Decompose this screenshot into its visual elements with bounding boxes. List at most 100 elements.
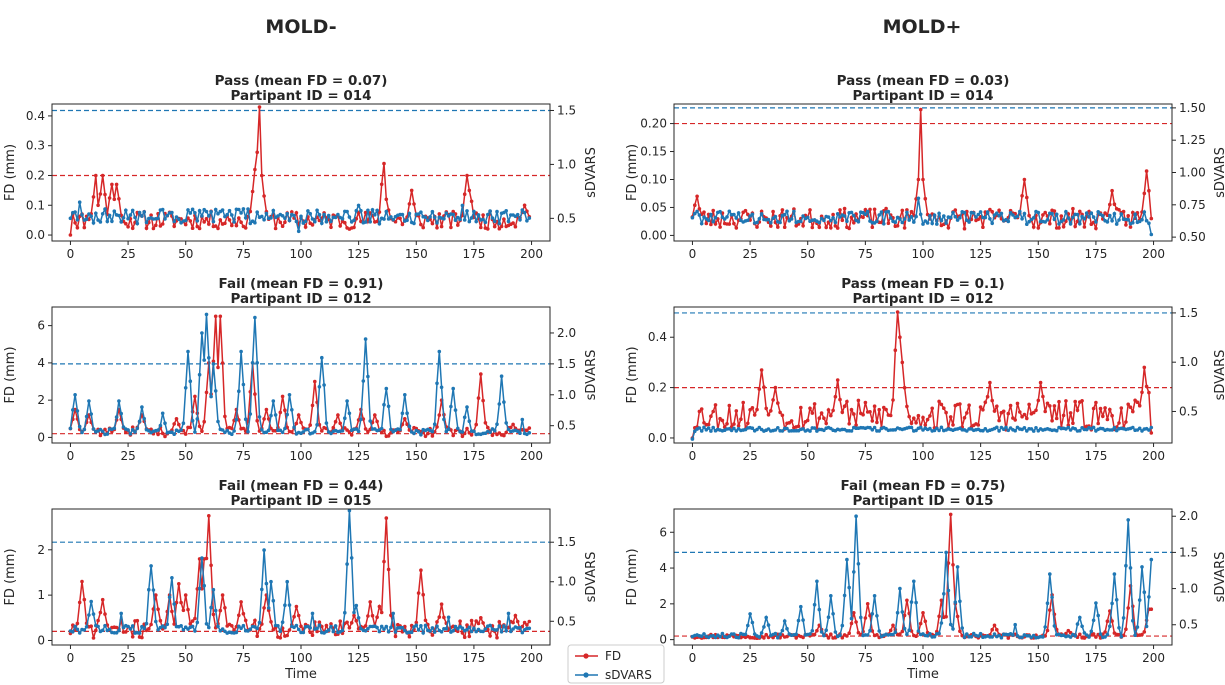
fd-point xyxy=(967,403,971,408)
fd-point xyxy=(916,177,921,182)
sdvars-point xyxy=(207,214,211,218)
sdvars-point xyxy=(183,218,188,223)
sdvars-point xyxy=(467,419,472,424)
sdvars-point xyxy=(527,626,532,631)
sdvars-point xyxy=(458,217,462,222)
panel-3: Pass (mean FD = 0.1)Partipant ID = 012 0 2… xyxy=(625,276,1225,463)
fd-point xyxy=(948,415,953,419)
fd-point xyxy=(299,624,303,629)
fd-point xyxy=(916,413,921,418)
sdvars-point xyxy=(290,408,294,412)
sdvars-point xyxy=(301,630,306,635)
sdvars-series xyxy=(690,514,1154,640)
x-tick-label: 0 xyxy=(689,651,697,665)
sdvars-point xyxy=(762,625,766,629)
sdvars-point xyxy=(462,218,467,222)
sdvars-point xyxy=(419,624,423,628)
sdvars-point xyxy=(202,583,206,588)
fd-point xyxy=(373,413,377,417)
sdvars-point xyxy=(68,426,73,431)
sdvars-point xyxy=(379,426,384,431)
fd-point xyxy=(338,224,343,228)
sdvars-point xyxy=(266,428,271,433)
sdvars-point xyxy=(160,207,165,212)
sdvars-point xyxy=(444,429,449,434)
sdvars-point xyxy=(794,632,798,637)
fd-point xyxy=(1048,608,1052,612)
fd-point xyxy=(310,223,315,227)
x-tick-label: 175 xyxy=(462,449,485,463)
fd-point xyxy=(207,222,211,226)
fd-point xyxy=(840,410,845,415)
sdvars-point xyxy=(320,355,324,360)
sdvars-point xyxy=(953,214,958,219)
sdvars-point xyxy=(82,427,87,432)
fd-point xyxy=(100,173,105,178)
fd-point xyxy=(921,415,925,420)
sdvars-point xyxy=(329,431,333,436)
fd-point xyxy=(810,225,815,230)
fd-point xyxy=(423,618,428,623)
fd-point xyxy=(495,635,499,640)
y-tick-label: 6 xyxy=(659,525,667,539)
sdvars-point xyxy=(474,629,479,634)
fd-point xyxy=(469,618,474,623)
fd-point xyxy=(124,630,128,634)
sdvars-point xyxy=(317,385,322,389)
sdvars-point xyxy=(1073,427,1077,431)
sdvars-point xyxy=(248,221,253,226)
fd-point xyxy=(237,613,241,618)
sdvars-point xyxy=(71,630,75,634)
fd-point xyxy=(776,401,780,405)
x-tick-label: 25 xyxy=(120,449,135,463)
sdvars-point xyxy=(1068,635,1073,639)
fd-point xyxy=(780,208,785,212)
fd-point xyxy=(218,608,223,613)
sdvars-point xyxy=(386,217,391,221)
fd-point xyxy=(812,402,817,406)
sdvars-point xyxy=(140,214,144,218)
fd-point xyxy=(888,628,893,633)
sdvars-point xyxy=(835,212,840,216)
sdvars-point xyxy=(916,196,921,201)
sdvars-point xyxy=(1117,218,1121,222)
fd-point xyxy=(988,207,992,212)
fd-point xyxy=(483,421,488,425)
x-tick-label: 75 xyxy=(858,449,873,463)
sdvars-point xyxy=(216,624,220,629)
fd-point xyxy=(937,614,941,619)
x-tick-label: 175 xyxy=(1084,449,1107,463)
sdvars-point xyxy=(1105,632,1110,637)
fd-point xyxy=(898,335,902,340)
fd-point xyxy=(1031,225,1036,229)
fd-point xyxy=(414,620,419,625)
sdvars-point xyxy=(87,212,91,216)
y-tick-label: 0.15 xyxy=(640,145,667,159)
fd-point xyxy=(317,620,322,624)
sdvars-point xyxy=(759,212,764,216)
fd-point xyxy=(379,610,384,615)
sdvars-point xyxy=(421,631,426,635)
fd-point xyxy=(829,413,833,418)
sdvars-point xyxy=(317,212,322,217)
fd-point xyxy=(476,396,481,400)
fd-point xyxy=(1140,390,1144,395)
sdvars-point xyxy=(128,213,133,217)
sdvars-point xyxy=(782,619,787,623)
fd-point xyxy=(163,434,167,439)
sdvars-point xyxy=(432,630,437,634)
fd-point xyxy=(75,621,80,626)
fd-point xyxy=(988,380,992,385)
sdvars-point xyxy=(375,625,379,630)
fd-point xyxy=(1108,407,1112,412)
sdvars-point xyxy=(430,209,435,214)
sdvars-point xyxy=(114,631,119,635)
fd-point xyxy=(513,613,518,618)
fd-point xyxy=(1149,216,1154,221)
sdvars-point xyxy=(946,588,951,593)
fd-point xyxy=(94,173,98,178)
fd-point xyxy=(893,348,898,353)
sdvars-point xyxy=(1144,218,1149,223)
x-tick-label: 200 xyxy=(520,449,543,463)
x-tick-label: 200 xyxy=(520,651,543,665)
